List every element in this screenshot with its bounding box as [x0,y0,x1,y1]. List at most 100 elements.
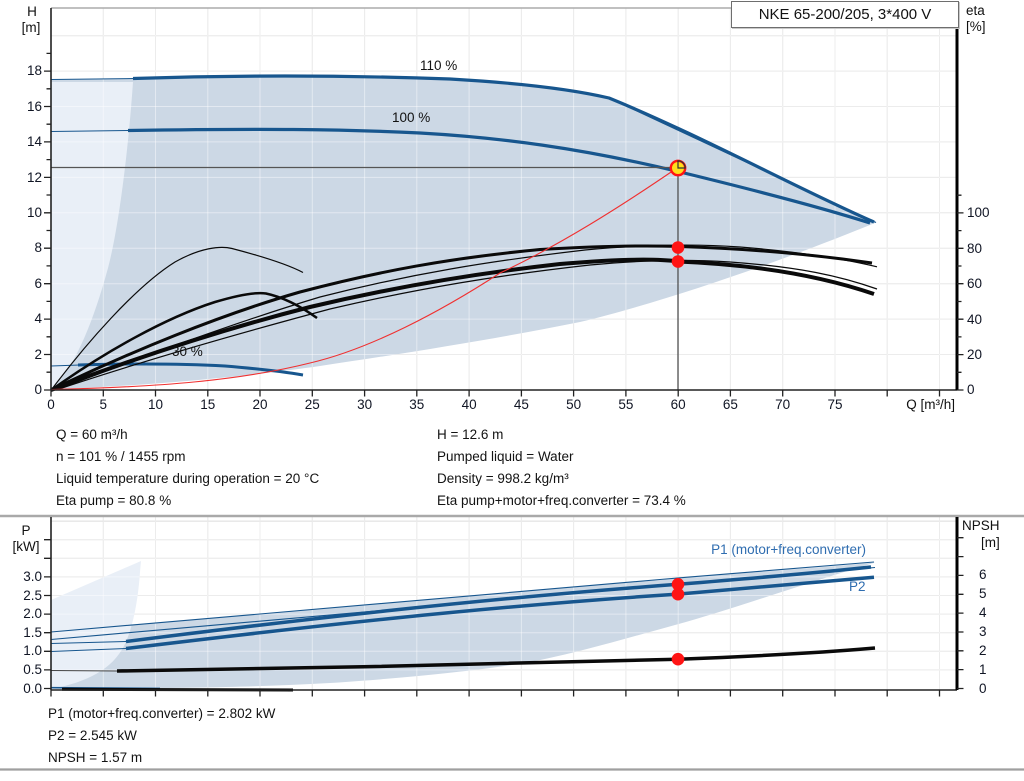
eta-tick: 60 [967,276,983,291]
speed-curve-110 [132,74,875,224]
q-tick: 5 [99,397,108,412]
eta-pump-curve-thin [55,244,878,391]
h-tick: 0 [34,382,42,397]
npsh-tick: 4 [979,605,987,621]
p1-110-thin [50,561,875,633]
npsh-lead [50,670,118,672]
eta-tick: 40 [967,311,983,327]
info-density: Density = 998.2 kg/m³ [437,471,569,486]
eta-pump-marker [671,241,685,254]
p-tick: 1.5 [23,624,42,640]
bottom-chart-blue-curves [50,561,876,690]
bottom-chart-frame [0,514,1024,691]
h-tick: 16 [26,98,42,114]
eta-pump-curve [50,244,873,392]
q-tick: 0 [47,397,55,412]
q-tick: 35 [409,397,425,412]
p-tick: 0.0 [23,680,42,696]
eta-markers [671,241,685,268]
npsh-tick: 3 [979,624,987,639]
h-tick: 12 [26,169,42,185]
info-h: H = 12.6 m [437,427,504,442]
npsh-tick: 5 [979,586,987,602]
p-tick: 2.0 [23,606,42,621]
p2-lead [50,647,127,653]
curve-label-p1: P1 (motor+freq.converter) [711,542,866,557]
p-tick: 0.5 [23,661,42,677]
lead-line-110 [50,78,136,80]
power-markers [671,578,685,666]
q-tick: 50 [566,397,582,412]
h-tick: 8 [34,240,42,255]
q-tick: 25 [304,397,320,412]
p-axis-unit-bracket: [kW] [12,539,40,554]
p-tick: 3.0 [23,569,42,584]
npsh-tick: 0 [979,680,987,696]
q-tick: 15 [200,397,216,412]
h-tick: 18 [26,63,42,78]
curve-label-p2: P2 [849,579,866,594]
eta-reduced-speed-hook [51,291,318,391]
power-low-flow-light-area [51,561,141,689]
top-chart-envelope [51,75,876,390]
p-tick: 1.0 [23,643,42,659]
p1-curve [125,565,872,644]
p1-lead [50,640,127,645]
info-q: Q = 60 m³/h [56,427,128,442]
speed-curve-100 [127,127,871,225]
h-tick: 2 [34,346,42,362]
info-eta-total: Eta pump+motor+freq.converter = 73.4 % [437,493,686,508]
p2-marker [671,587,685,601]
info-pumped-liquid: Pumped liquid = Water [437,449,574,464]
result-npsh: NPSH = 1.57 m [48,750,143,765]
npsh-curve [116,646,876,673]
q-tick: 20 [252,397,268,412]
duty-point-marker [669,159,687,177]
npsh-tick: 1 [979,661,987,677]
pump-title-box: NKE 65-200/205, 3*400 V [731,1,959,28]
info-eta-pump: Eta pump = 80.8 % [56,493,172,508]
q-tick: 60 [670,397,686,412]
q-tick: 10 [147,397,164,412]
npsh-tick: 2 [979,642,987,658]
top-chart-ticks [44,52,964,397]
h-axis-unit-bracket: [m] [21,20,41,35]
operating-envelope-area [51,75,876,390]
p2-curve [125,575,875,651]
top-chart-eta-curves [50,244,878,392]
q-tick: 40 [461,397,477,412]
p-axis-unit-symbol: P [21,523,31,538]
eta-tick: 20 [967,347,983,362]
h-tick: 6 [34,276,42,291]
eta-total-curve [50,257,875,392]
result-p2: P2 = 2.545 kW [48,728,137,743]
h-tick: 14 [26,134,42,149]
q-tick: 55 [618,397,634,412]
curve-label-30: 30 % [172,344,203,359]
q-tick: 45 [513,397,529,412]
eta-axis-unit-symbol: eta [966,3,985,18]
top-chart-blue-curves [50,74,877,377]
p1-marker [671,578,685,591]
duty-crosshair [51,166,679,390]
lead-line-100 [50,130,129,132]
eta-tick: 0 [967,382,975,397]
q-tick: 70 [775,397,791,412]
q-tick: 30 [357,397,373,412]
curve-label-100: 100 % [392,110,431,125]
q-axis-unit: Q [m³/h] [906,397,955,412]
eta-tick: 80 [967,240,983,256]
affinity-line [50,167,678,391]
h-tick: 4 [34,311,42,326]
h-tick: 10 [26,205,42,220]
low-flow-light-area [51,82,133,389]
q-tick: 75 [827,397,843,412]
eta-total-curve-thin [55,259,878,391]
eta-tick: 100 [967,205,990,220]
bottom-chart-ticks [44,537,964,697]
lead-line-30 [50,364,81,367]
bottom-chart-grid-overlay [51,517,957,690]
eta-total-marker [671,255,685,268]
